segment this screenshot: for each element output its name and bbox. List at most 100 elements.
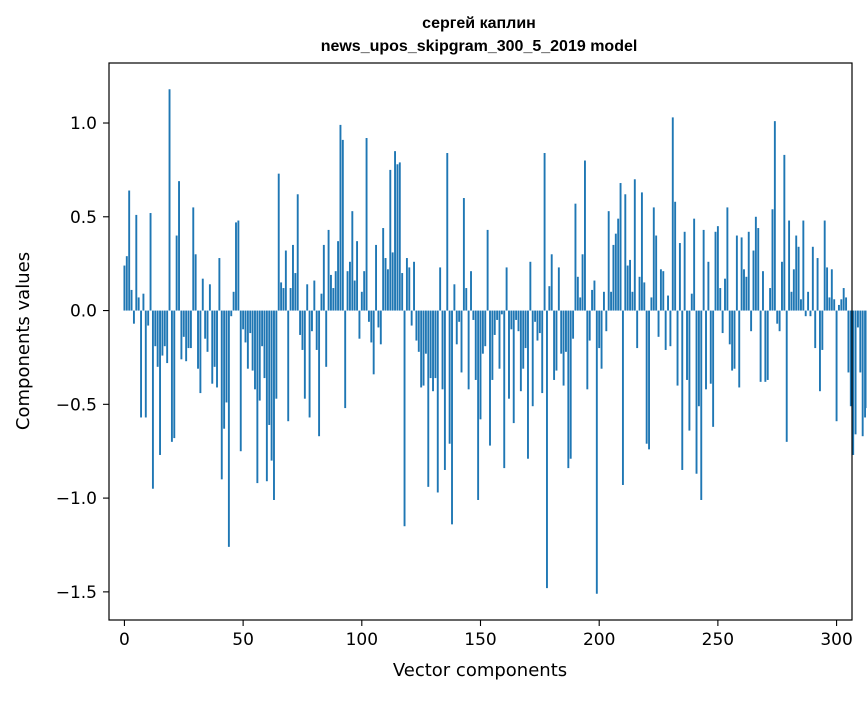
- bar: [289, 288, 292, 311]
- bar: [265, 310, 268, 482]
- bar: [776, 310, 779, 324]
- bar: [795, 235, 798, 311]
- bar: [194, 254, 197, 311]
- bar: [135, 214, 138, 311]
- y-axis-label: Components values: [13, 252, 34, 430]
- bar: [216, 310, 218, 388]
- bar: [396, 164, 399, 311]
- bar: [771, 209, 774, 311]
- bar: [246, 310, 249, 369]
- bar: [819, 310, 821, 392]
- bar: [678, 243, 681, 311]
- bar: [612, 244, 615, 311]
- bar: [123, 265, 126, 311]
- bar: [420, 310, 423, 388]
- bar: [574, 203, 577, 311]
- bar: [318, 310, 321, 437]
- bar: [405, 258, 408, 311]
- bar: [268, 310, 271, 425]
- bar: [754, 216, 757, 311]
- bar: [306, 284, 309, 311]
- bar: [415, 310, 418, 341]
- bar: [600, 310, 603, 369]
- bar: [688, 310, 691, 431]
- bar: [650, 297, 653, 311]
- bar: [830, 269, 833, 311]
- bar: [778, 310, 781, 332]
- bar: [187, 310, 190, 349]
- bar: [515, 310, 518, 320]
- bar: [493, 310, 496, 335]
- bar: [481, 310, 484, 354]
- bar: [802, 220, 805, 311]
- x-axis-label: Vector components: [393, 660, 567, 681]
- bar: [856, 310, 859, 328]
- bar: [180, 310, 183, 360]
- bar: [721, 310, 724, 334]
- bar: [451, 310, 453, 525]
- bar: [453, 284, 456, 311]
- bar: [189, 310, 192, 349]
- bar: [365, 138, 368, 311]
- bar: [296, 194, 299, 311]
- bar: [417, 310, 420, 352]
- bar: [562, 310, 565, 386]
- bar: [745, 276, 748, 311]
- bar: [370, 310, 373, 343]
- bar: [519, 310, 522, 392]
- bar: [178, 181, 180, 311]
- bar: [220, 310, 223, 480]
- bar: [294, 273, 297, 311]
- bar: [391, 252, 394, 311]
- bar: [823, 220, 826, 311]
- bar: [351, 211, 354, 311]
- bar: [686, 310, 688, 380]
- bar: [861, 310, 864, 437]
- bar: [816, 258, 819, 311]
- bar: [384, 258, 387, 311]
- x-tick-label: 0: [119, 630, 130, 650]
- bar: [854, 310, 857, 435]
- bar: [762, 271, 764, 311]
- bar: [636, 310, 639, 349]
- bar: [821, 310, 824, 350]
- bar: [436, 310, 439, 493]
- bar: [448, 310, 451, 444]
- bar: [826, 267, 829, 311]
- bar: [282, 288, 285, 311]
- bar: [652, 207, 655, 311]
- bar: [175, 235, 178, 311]
- bar: [781, 261, 783, 311]
- bar: [242, 310, 245, 330]
- bar: [764, 310, 767, 382]
- bar: [273, 310, 275, 500]
- bar: [218, 258, 221, 311]
- bar: [303, 310, 306, 399]
- bar: [657, 310, 660, 337]
- bar: [356, 241, 359, 311]
- bar: [424, 310, 427, 354]
- bar: [676, 310, 679, 386]
- y-tick-label: 1.0: [70, 114, 97, 134]
- bar: [700, 310, 703, 500]
- bar: [386, 269, 389, 311]
- bar: [353, 280, 356, 311]
- y-tick-label: −0.5: [56, 395, 97, 415]
- bar: [244, 310, 247, 343]
- bar: [508, 310, 510, 399]
- bar: [731, 310, 734, 371]
- bar: [837, 304, 840, 311]
- bar: [588, 310, 591, 341]
- bar: [524, 310, 527, 349]
- bar: [284, 250, 287, 311]
- bar: [714, 231, 717, 311]
- bar: [835, 310, 838, 422]
- bar: [814, 310, 817, 349]
- bar: [724, 278, 726, 311]
- bar: [536, 310, 539, 341]
- bar: [705, 310, 707, 390]
- bar: [621, 310, 624, 485]
- bar: [757, 228, 760, 311]
- bar: [510, 310, 513, 330]
